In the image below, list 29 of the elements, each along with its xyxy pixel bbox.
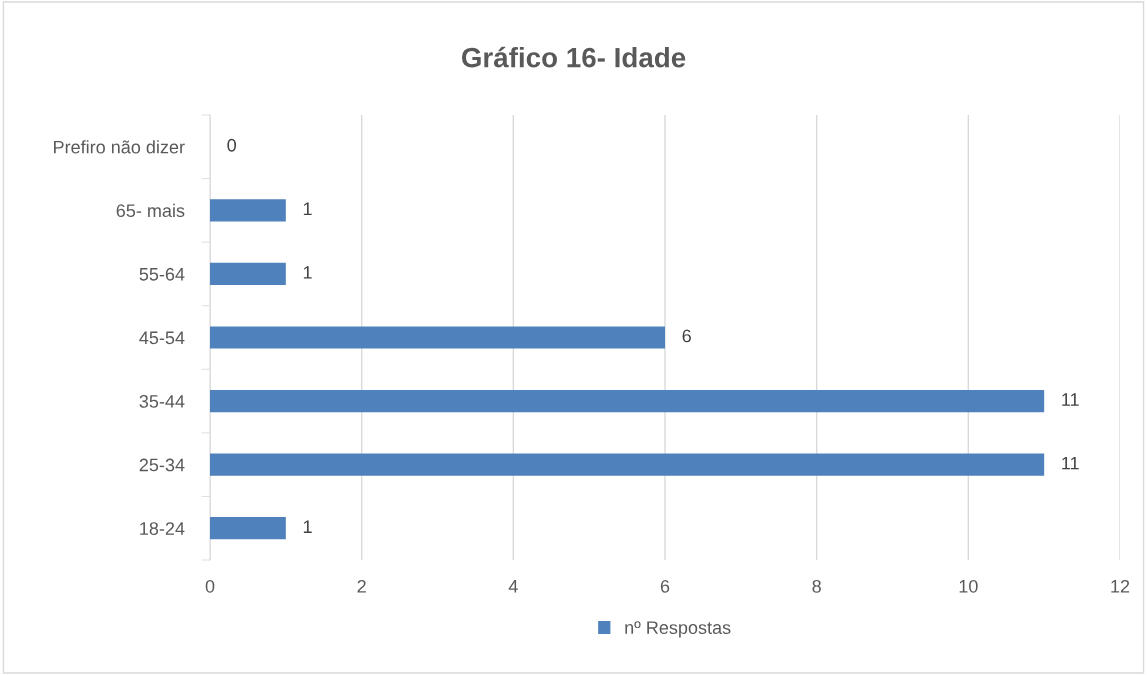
x-tick-label: 12 — [1111, 579, 1130, 593]
x-tick-label: 8 — [812, 579, 821, 593]
y-tick-label: 25-34 — [139, 458, 185, 472]
x-tick-label: 10 — [959, 579, 978, 593]
y-tick-label: 18-24 — [140, 522, 185, 535]
bar — [210, 389, 1045, 413]
x-tick-label: 2 — [357, 579, 366, 593]
legend-label: nº Respostas — [625, 621, 731, 638]
x-tick-label: 4 — [508, 580, 518, 593]
y-tick-label: 55-64 — [139, 267, 185, 281]
y-tick-label: Prefiro não dizer — [54, 140, 185, 154]
x-tick-label: 6 — [660, 579, 670, 593]
bar — [210, 517, 286, 540]
x-tick-label: 0 — [205, 579, 215, 593]
data-label: 11 — [1062, 456, 1079, 470]
data-label: 1 — [303, 202, 312, 216]
data-label: 1 — [303, 520, 312, 533]
bar — [210, 326, 665, 349]
bar — [210, 453, 1045, 476]
data-label: 0 — [227, 138, 236, 152]
data-label: 1 — [303, 266, 312, 279]
y-tick-label: 35-44 — [139, 395, 185, 408]
bar — [210, 199, 286, 222]
data-label: 6 — [682, 329, 691, 343]
y-tick-label: 45-54 — [139, 331, 185, 345]
bar — [210, 262, 286, 286]
y-tick-label: 65- mais — [116, 203, 185, 218]
chart-title: Gráfico 16- Idade — [461, 46, 686, 68]
data-label: 11 — [1062, 393, 1079, 406]
